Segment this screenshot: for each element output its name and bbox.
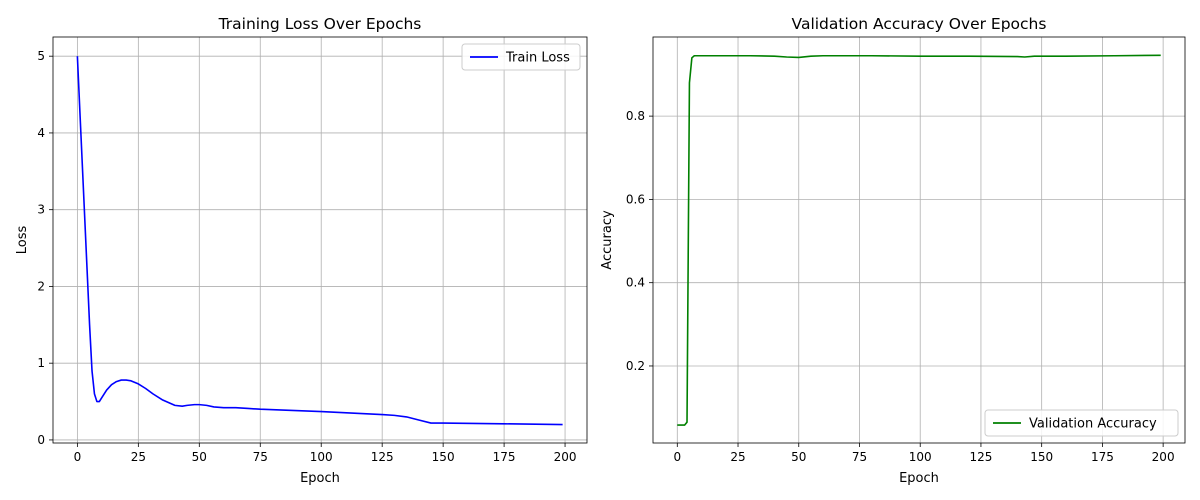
y-tick-label: 0.8 (626, 109, 645, 123)
x-tick-label: 150 (1030, 450, 1053, 464)
chart-title: Validation Accuracy Over Epochs (792, 15, 1047, 33)
x-tick-label: 25 (730, 450, 745, 464)
x-axis-label: Epoch (899, 471, 939, 486)
x-tick-label: 50 (791, 450, 806, 464)
x-tick-label: 175 (1091, 450, 1114, 464)
chart-title: Training Loss Over Epochs (218, 15, 422, 33)
x-tick-label: 200 (554, 450, 577, 464)
x-tick-label: 25 (131, 450, 146, 464)
y-tick-label: 0 (37, 433, 45, 447)
axes-frame (652, 36, 1186, 444)
chart-panel-1: 0 25 50 75 100 125 150 175 200 0 1 2 3 4 5 Training Los… (15, 15, 588, 486)
x-tick-label: 100 (310, 450, 333, 464)
x-tick-label: 0 (673, 450, 681, 464)
y-axis-label: Accuracy (600, 210, 615, 270)
x-axis-label: Epoch (300, 471, 340, 486)
y-tick-label: 1 (37, 356, 45, 370)
y-tick-label: 0.2 (626, 359, 645, 373)
y-tick-label: 4 (37, 126, 45, 140)
series-line-1 (76, 56, 563, 426)
y-tick-label: 0.4 (626, 276, 645, 290)
x-tick-label: 200 (1152, 450, 1175, 464)
x-tick-label: 175 (493, 450, 516, 464)
x-tick-label: 125 (371, 450, 394, 464)
legend-label: Train Loss (505, 51, 570, 66)
x-tick-label: 100 (909, 450, 932, 464)
x-tick-label: 50 (192, 450, 207, 464)
legend-label: Validation Accuracy (1029, 417, 1157, 432)
legend: Train Loss (461, 43, 581, 71)
x-tick-label: 125 (969, 450, 992, 464)
y-tick-label: 2 (37, 279, 45, 293)
x-tick-label: 150 (432, 450, 455, 464)
x-tick-label: 75 (852, 450, 867, 464)
x-tick-label: 0 (74, 450, 82, 464)
y-tick-label: 0.6 (626, 192, 645, 206)
legend: Validation Accuracy (984, 409, 1179, 437)
legend-box (461, 43, 581, 71)
y-tick-label: 3 (37, 203, 45, 217)
axes-frame (52, 36, 588, 444)
x-tick-label: 75 (253, 450, 268, 464)
y-tick-label: 5 (37, 49, 45, 63)
legend-box (984, 409, 1179, 437)
y-axis-label: Loss (15, 226, 30, 255)
series-line-1 (677, 54, 1161, 426)
chart-panel-2: 0 25 50 75 100 125 150 175 200 0.2 0.4 0.6 0.8 Valida… (600, 15, 1186, 486)
